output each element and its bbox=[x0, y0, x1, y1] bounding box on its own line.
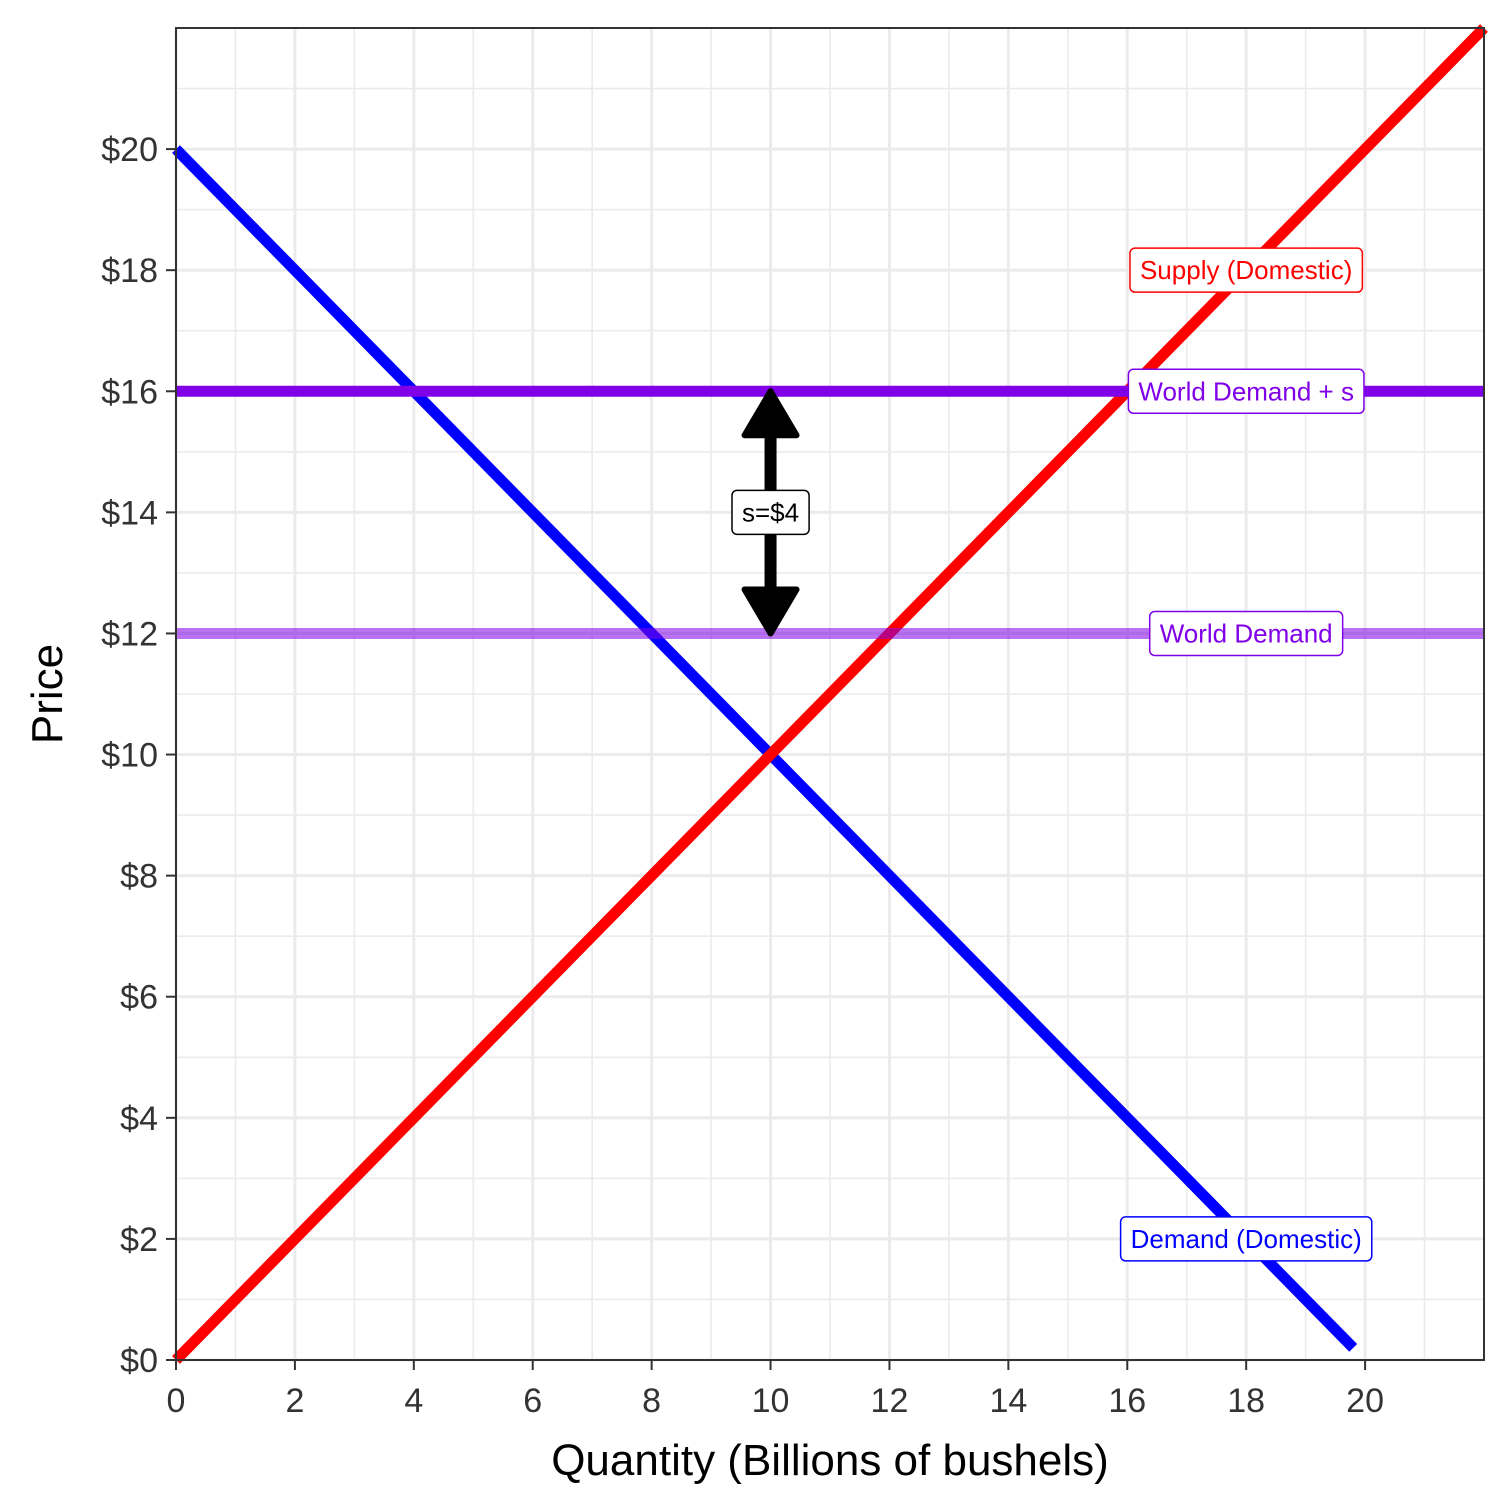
x-tick-label: 18 bbox=[1227, 1382, 1265, 1420]
x-tick-label: 2 bbox=[285, 1382, 304, 1420]
series-line-0 bbox=[172, 145, 1358, 1352]
x-tick-label: 20 bbox=[1346, 1382, 1384, 1420]
y-tick-label: $16 bbox=[101, 373, 158, 411]
x-tick-label: 0 bbox=[167, 1382, 186, 1420]
x-tick-label: 8 bbox=[642, 1382, 661, 1420]
x-tick-label: 10 bbox=[752, 1382, 790, 1420]
y-tick-label: $12 bbox=[101, 615, 158, 653]
series-label-text: Demand (Domestic) bbox=[1131, 1224, 1362, 1254]
x-tick-label: 6 bbox=[523, 1382, 542, 1420]
y-tick-label: $0 bbox=[120, 1342, 158, 1380]
panel-border bbox=[175, 27, 1485, 1361]
x-tick-label: 4 bbox=[404, 1382, 423, 1420]
series-label-text: Supply (Domestic) bbox=[1140, 255, 1352, 285]
arrow-head-up bbox=[741, 388, 800, 439]
y-tick-label: $8 bbox=[120, 858, 158, 896]
series-label-layer: Demand (Domestic) Supply (Domestic) World … bbox=[1119, 247, 1373, 1262]
series-label-text: World Demand bbox=[1160, 618, 1333, 648]
y-tick-label: $2 bbox=[120, 1221, 158, 1259]
series-label-2: World Demand + s bbox=[1127, 368, 1365, 415]
series-label-0: Demand (Domestic) bbox=[1119, 1216, 1373, 1262]
x-tick-label: 12 bbox=[871, 1382, 909, 1420]
y-tick-label: $18 bbox=[101, 252, 158, 290]
annotation-label-box bbox=[731, 489, 810, 536]
annotation-label-text: s=$4 bbox=[742, 497, 799, 527]
y-tick-label: $20 bbox=[101, 131, 158, 169]
x-tick-label: 14 bbox=[989, 1382, 1027, 1420]
y-axis-title: Price bbox=[23, 644, 72, 744]
x-tick-label: 16 bbox=[1108, 1382, 1146, 1420]
axes: 0 2 4 6 8 10 12 14 16 18 20 $0 $2 $4 $6 $8 $10 $12 $14 $16 $… bbox=[101, 131, 1384, 1420]
series-label-text: World Demand + s bbox=[1138, 376, 1354, 406]
series-label-box bbox=[1129, 247, 1364, 293]
y-tick-label: $10 bbox=[101, 737, 158, 775]
series-label-box bbox=[1148, 610, 1344, 657]
annotation-layer: s=$4 bbox=[731, 388, 810, 637]
annotation-label: s=$4 bbox=[731, 489, 810, 536]
y-tick-label: $4 bbox=[120, 1100, 158, 1138]
y-tick-label: $6 bbox=[120, 979, 158, 1017]
series-label-box bbox=[1127, 368, 1365, 415]
y-tick-label: $14 bbox=[101, 494, 158, 532]
x-axis-title: Quantity (Billions of bushels) bbox=[551, 1436, 1109, 1485]
series-label-1: Supply (Domestic) bbox=[1129, 247, 1364, 293]
arrow-head-down bbox=[741, 586, 800, 637]
series-label-box bbox=[1119, 1216, 1373, 1262]
series-label-3: World Demand bbox=[1148, 610, 1344, 657]
